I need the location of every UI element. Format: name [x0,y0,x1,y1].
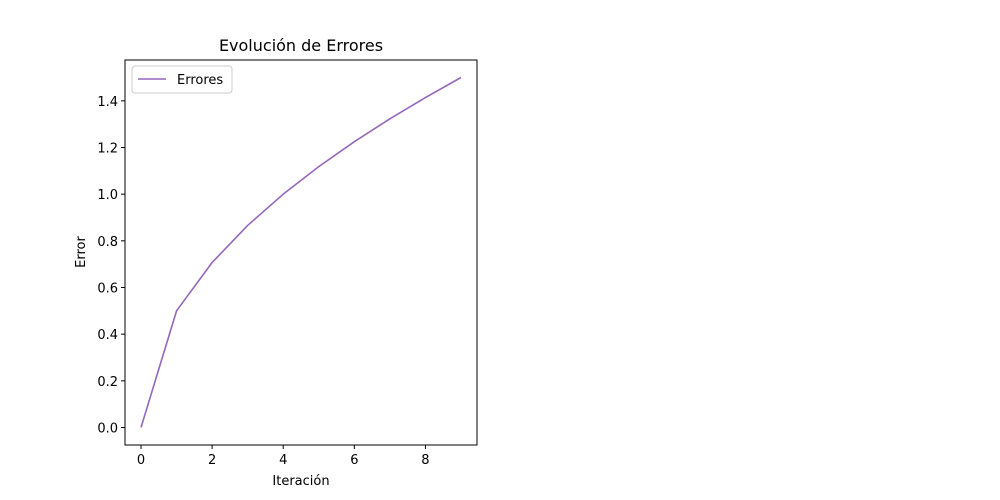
legend: Errores [131,65,233,94]
y-tick-label: 0.4 [97,328,118,343]
legend-label-errores: Errores [177,73,223,88]
y-tick-label: 0.8 [97,235,118,250]
plot-area [124,59,478,446]
x-tick-label: 6 [350,453,358,468]
x-tick-label: 8 [421,453,429,468]
y-axis-label: Error [74,236,89,268]
chart-title: Evolución de Errores [219,36,383,55]
x-tick-label: 4 [279,453,287,468]
y-axis-ticks: 0.0 0.2 0.4 0.6 0.8 1.0 1.2 1.4 [97,95,125,437]
y-tick-label: 1.0 [97,188,118,203]
x-tick-label: 0 [137,453,145,468]
x-axis-label: Iteración [272,474,329,489]
series-layer [140,76,462,428]
x-axis-ticks: 0 2 4 6 8 [137,445,430,468]
y-tick-label: 0.2 [97,375,118,390]
y-tick-label: 0.6 [97,282,118,297]
y-tick-label: 1.4 [97,95,118,110]
legend-box [131,65,233,94]
x-tick-label: 2 [208,453,216,468]
series-line-errores [140,76,462,428]
y-tick-label: 0.0 [97,422,118,437]
y-tick-label: 1.2 [97,142,118,157]
